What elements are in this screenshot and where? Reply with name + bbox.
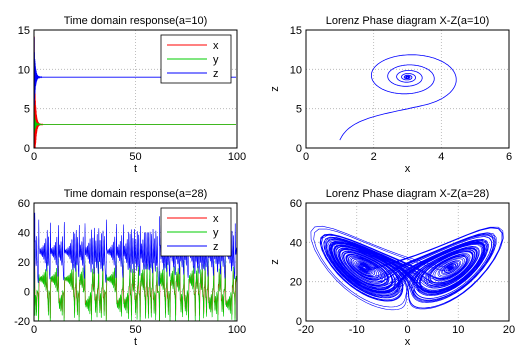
- y-axis-label: z: [269, 259, 281, 265]
- x-tick-label: 0: [31, 324, 37, 336]
- y-tick-label: 10: [290, 64, 302, 76]
- legend-label-z: z: [213, 241, 219, 253]
- y-tick-label: 0: [24, 287, 30, 299]
- y-tick-label: 0: [24, 143, 30, 155]
- x-axis-label: t: [134, 336, 137, 348]
- x-tick-label: 0: [303, 151, 309, 163]
- axes-frame: [305, 202, 510, 322]
- series-line-z: [34, 212, 237, 291]
- y-tick-label: 5: [24, 104, 30, 116]
- x-tick-label: 6: [506, 151, 512, 163]
- x-tick-label: 100: [228, 324, 246, 336]
- x-tick-label: 20: [503, 324, 515, 336]
- series-line-y: [33, 105, 236, 133]
- x-tick-label: 0: [404, 324, 410, 336]
- x-axis-label: x: [405, 163, 411, 175]
- legend: xyz: [160, 34, 232, 84]
- y-tick-label: 15: [290, 25, 302, 37]
- plot-area: [306, 30, 509, 148]
- legend-label-x: x: [213, 213, 219, 225]
- x-tick-label: 100: [228, 151, 246, 163]
- x-tick-label: -10: [349, 324, 365, 336]
- y-tick-label: 0: [296, 316, 302, 328]
- y-tick-label: 40: [18, 228, 30, 240]
- x-tick-label: 2: [371, 151, 377, 163]
- y-axis-label: z: [269, 86, 281, 92]
- x-axis-label: x: [405, 336, 411, 348]
- legend-label-z: z: [213, 68, 219, 80]
- legend-label-y: y: [213, 227, 219, 239]
- y-tick-label: 40: [290, 237, 302, 249]
- chart-title: Lorenz Phase diagram X-Z(a=28): [326, 188, 490, 200]
- series-line-y: [34, 249, 237, 321]
- subplot-4: -20 -10 0 10 20 0 20 40 60 Lorenz Phase diagram X…: [269, 188, 515, 348]
- y-tick-label: 10: [18, 64, 30, 76]
- y-tick-label: 60: [290, 198, 302, 210]
- x-axis-label: t: [134, 163, 137, 175]
- y-tick-label: 20: [290, 277, 302, 289]
- axes-frame: [33, 202, 238, 322]
- y-tick-label: 60: [18, 198, 30, 210]
- x-tick-label: 0: [31, 151, 37, 163]
- chart-title: Lorenz Phase diagram X-Z(a=10): [326, 15, 490, 27]
- grid: [306, 30, 509, 148]
- phase-trajectory: [310, 225, 504, 311]
- axes-frame: [305, 29, 510, 149]
- x-tick-label: 50: [129, 151, 141, 163]
- axes-frame: [33, 29, 238, 149]
- x-tick-label: 50: [129, 324, 141, 336]
- y-tick-label: 20: [18, 257, 30, 269]
- x-tick-label: 10: [452, 324, 464, 336]
- y-tick-label: 5: [296, 104, 302, 116]
- subplot-1: 0 50 100 0 5 10 15 Time domain response(a=10) t x…: [18, 15, 246, 175]
- x-tick-label: 4: [438, 151, 444, 163]
- legend-label-x: x: [213, 40, 219, 52]
- grid: [34, 203, 237, 321]
- y-tick-label: 15: [18, 25, 30, 37]
- phase-trajectory: [339, 54, 457, 141]
- y-tick-label: 0: [296, 143, 302, 155]
- grid: [34, 30, 237, 148]
- legend: xyz: [160, 207, 232, 257]
- x-tick-label: -20: [298, 324, 314, 336]
- legend-label-y: y: [213, 54, 219, 66]
- y-tick-label: -20: [14, 316, 30, 328]
- subplot-2: 0 2 4 6 0 5 10 15 Lorenz Phase diagram X-Z(a=10)…: [269, 15, 512, 175]
- chart-title: Time domain response(a=28): [64, 188, 208, 200]
- chart-title: Time domain response(a=10): [64, 15, 208, 27]
